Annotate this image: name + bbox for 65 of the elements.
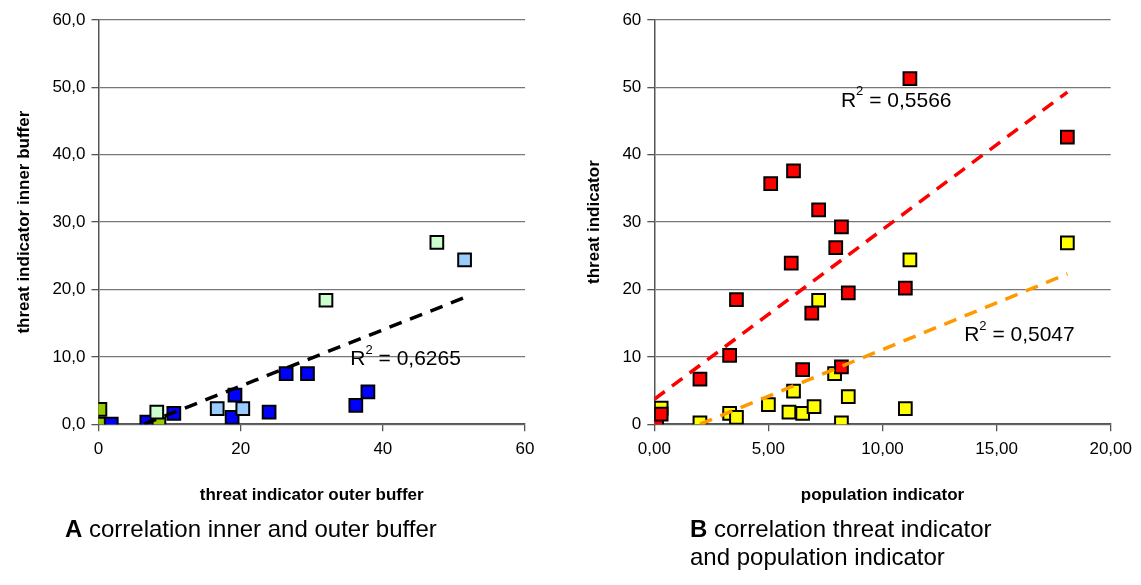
point (261, 404, 277, 420)
x-tick-label: 20 (231, 439, 251, 459)
point (692, 371, 708, 387)
y-tick-label: 0,0 (61, 413, 86, 433)
x-tick-label: 0 (93, 439, 104, 459)
point (834, 219, 849, 235)
x-axis-title: population indicator (800, 485, 965, 505)
point (457, 252, 472, 268)
point (318, 292, 334, 308)
y-tick-label: 60 (622, 9, 642, 29)
y-tick-label: 50,0 (52, 77, 86, 97)
point (654, 406, 669, 422)
x-tick-label: 5,00 (751, 439, 785, 459)
point (300, 366, 315, 382)
point (348, 397, 364, 413)
point (761, 397, 776, 413)
point (1060, 129, 1075, 145)
y-axis-title: threat indicator inner buffer (13, 110, 33, 334)
point (897, 280, 913, 296)
point (897, 401, 913, 417)
y-tick-label: 10,0 (52, 346, 86, 366)
y-tick-label: 40,0 (52, 144, 86, 164)
point (902, 252, 918, 268)
point (1060, 235, 1075, 251)
y-axis-title: threat indicator (583, 159, 603, 284)
point (811, 202, 826, 218)
point (278, 366, 294, 382)
text: B correlation threat indicator and population indicator (690, 515, 993, 571)
point (828, 240, 844, 256)
point (806, 399, 822, 415)
point (209, 401, 225, 417)
text: A correlation inner and outer buffer (65, 515, 438, 543)
point (235, 401, 251, 417)
y-tick-label: 0 (631, 413, 642, 433)
y-tick-label: 60,0 (52, 9, 86, 29)
y-tick-label: 20 (622, 279, 642, 299)
point (360, 384, 376, 400)
y-tick-label: 10 (622, 346, 642, 366)
point (729, 410, 744, 425)
x-tick-label: 60 (515, 439, 535, 459)
x-tick-label: 40 (373, 439, 393, 459)
point (795, 362, 811, 377)
point (729, 292, 744, 307)
y-tick-label: 50 (622, 77, 642, 97)
point (429, 234, 445, 250)
point (149, 404, 165, 420)
point (722, 348, 737, 363)
point (840, 285, 856, 301)
point (763, 176, 779, 192)
x-axis-title: threat indicator outer buffer (199, 485, 425, 505)
x-tick-label: 0,00 (637, 439, 671, 459)
point (795, 406, 811, 421)
point (786, 163, 801, 179)
y-tick-label: 40 (622, 144, 642, 164)
point (902, 71, 918, 86)
y-tick-label: 30,0 (52, 211, 86, 231)
x-tick-label: 15,00 (975, 439, 1018, 459)
x-tick-label: 20,00 (1089, 439, 1132, 459)
x-tick-label: 10,00 (861, 439, 904, 459)
point (804, 305, 820, 321)
y-tick-label: 30 (622, 211, 642, 231)
point (783, 255, 799, 271)
point (840, 389, 856, 404)
point (811, 292, 826, 308)
y-tick-label: 20,0 (52, 279, 86, 299)
